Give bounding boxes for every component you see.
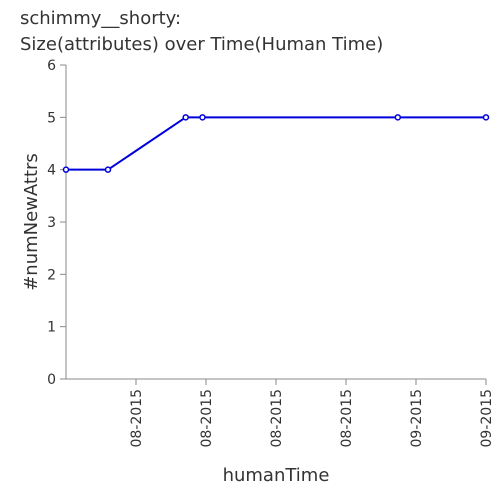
y-axis-title: #numNewAttrs [21, 153, 42, 291]
series-points [62, 114, 490, 173]
x-tick-label: 08-2015 [129, 389, 145, 448]
data-point [182, 114, 189, 121]
x-tick-label: 08-2015 [339, 389, 355, 448]
y-tick-label: 5 [47, 110, 56, 126]
y-tick-label: 1 [47, 320, 56, 336]
y-tick-label: 2 [47, 267, 56, 283]
x-tick-label: 08-2015 [199, 389, 215, 448]
y-tick-label: 3 [47, 215, 56, 231]
x-axis-ticks: 08-2015 08-2015 08-2015 08-2015 09-2015 09-20… [129, 379, 495, 448]
y-tick-label: 0 [47, 372, 56, 388]
y-tick-label: 4 [47, 163, 56, 179]
y-axis-ticks: 0 1 2 3 4 5 6 [47, 58, 66, 388]
x-axis-title: humanTime [223, 465, 330, 486]
series-line [66, 116, 486, 171]
chart-title: schimmy__shorty: [20, 8, 181, 29]
data-point [199, 114, 206, 121]
y-tick-label: 6 [47, 58, 56, 74]
data-point [62, 166, 70, 173]
data-point [104, 166, 112, 173]
x-tick-label: 09-2015 [409, 389, 425, 448]
chart-subtitle: Size(attributes) over Time(Human Time) [20, 34, 383, 55]
x-tick-label: 09-2015 [479, 389, 495, 448]
x-tick-label: 08-2015 [269, 389, 285, 448]
data-point [394, 114, 402, 121]
data-point [482, 114, 490, 121]
